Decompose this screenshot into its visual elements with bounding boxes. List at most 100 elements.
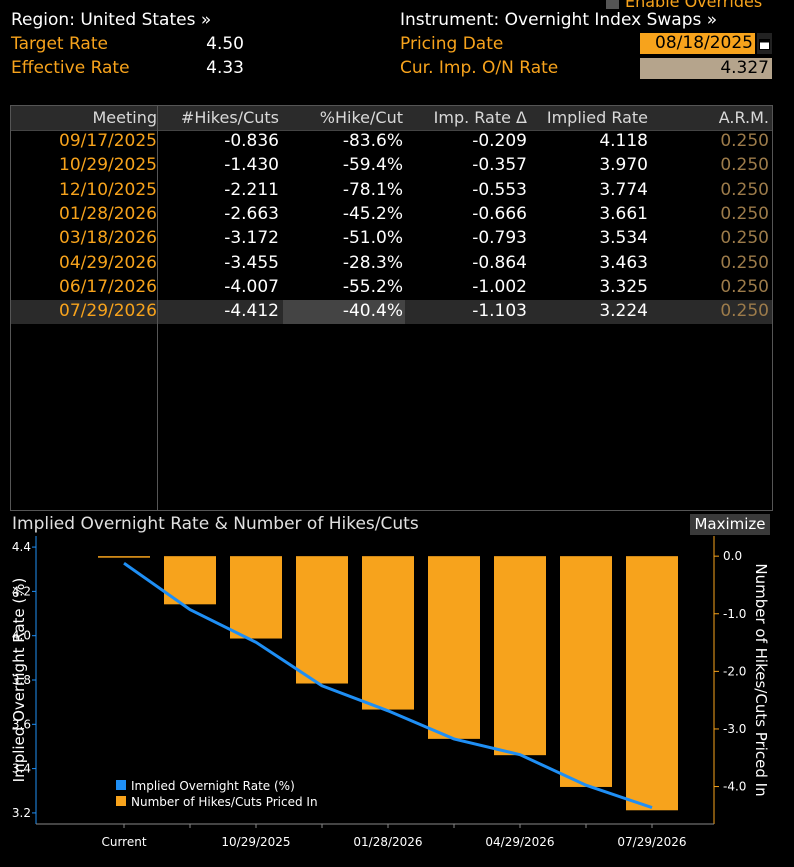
cell-implied-rate: 3.661 [599, 203, 648, 224]
table-header: Meeting #Hikes/Cuts %Hike/Cut Imp. Rate … [11, 106, 772, 131]
effective-rate-value: 4.33 [206, 58, 244, 78]
cell-hikes-cuts: -0.836 [224, 131, 279, 151]
checkbox-icon[interactable] [606, 0, 619, 9]
cell-pct-hike-cut: -59.4% [342, 155, 403, 176]
cell-arm: 0.250 [720, 155, 769, 176]
legend-box [110, 776, 326, 814]
hikes-cuts-bar [230, 556, 282, 639]
cell-pct-hike-cut: -78.1% [342, 179, 403, 200]
cell-hikes-cuts: -4.412 [224, 301, 279, 322]
cell-pct-hike-cut: -40.4% [342, 301, 403, 322]
x-tick-label: 04/29/2026 [485, 835, 554, 849]
cell-implied-rate: 3.463 [599, 252, 648, 273]
left-tick-label: 4.2 [12, 584, 31, 598]
right-tick-label: -3.0 [723, 722, 746, 736]
cell-pct-hike-cut: -28.3% [342, 252, 403, 273]
cell-implied-rate: 3.224 [599, 301, 648, 322]
column-divider [157, 106, 158, 510]
selected-cell-highlight [283, 300, 405, 325]
x-tick-label: 10/29/2025 [221, 835, 290, 849]
pricing-date-label: Pricing Date [400, 34, 504, 54]
table-row[interactable]: 03/18/2026 -3.172 -51.0% -0.793 3.534 0.250 [11, 227, 772, 251]
legend-label-hikes: Number of Hikes/Cuts Priced In [131, 795, 318, 809]
pricing-date-input[interactable]: 08/18/2025 [640, 33, 755, 54]
cell-imp-rate-delta: -0.553 [472, 179, 527, 200]
cell-imp-rate-delta: -1.002 [472, 276, 527, 297]
cell-pct-hike-cut: -45.2% [342, 203, 403, 224]
right-axis-title: Number of Hikes/Cuts Priced In [752, 563, 770, 796]
cell-arm: 0.250 [720, 301, 769, 322]
cell-implied-rate: 4.118 [599, 131, 648, 151]
right-tick-label: -2.0 [723, 664, 746, 678]
right-tick-label: -4.0 [723, 780, 746, 794]
column-header-imp-rate-delta[interactable]: Imp. Rate Δ [433, 108, 527, 127]
meetings-table: Meeting #Hikes/Cuts %Hike/Cut Imp. Rate … [10, 105, 773, 511]
table-row[interactable]: 01/28/2026 -2.663 -45.2% -0.666 3.661 0.250 [11, 203, 772, 227]
cell-arm: 0.250 [720, 252, 769, 273]
chart-title: Implied Overnight Rate & Number of Hikes… [12, 514, 419, 534]
cell-meeting: 01/28/2026 [59, 203, 157, 224]
cell-implied-rate: 3.970 [599, 155, 648, 176]
table-row[interactable]: 10/29/2025 -1.430 -59.4% -0.357 3.970 0.250 [11, 154, 772, 178]
cell-implied-rate: 3.325 [599, 276, 648, 297]
cur-imp-rate-label: Cur. Imp. O/N Rate [400, 58, 559, 78]
cell-arm: 0.250 [720, 179, 769, 200]
effective-rate-label: Effective Rate [11, 58, 130, 78]
left-tick-label: 3.8 [12, 673, 31, 687]
left-tick-label: 3.4 [12, 762, 31, 776]
enable-overrides-checkbox[interactable]: Enable Overrides [606, 0, 762, 11]
legend-label-rate: Implied Overnight Rate (%) [131, 779, 295, 793]
left-axis-title: Implied Overnight Rate (%) [10, 578, 28, 783]
instrument-selector[interactable]: Instrument: Overnight Index Swaps » [400, 10, 718, 30]
table-row[interactable]: 09/17/2025 -0.836 -83.6% -0.209 4.118 0.250 [11, 130, 772, 154]
calendar-icon[interactable] [757, 33, 772, 54]
hikes-cuts-bar [626, 556, 678, 811]
cell-hikes-cuts: -2.663 [224, 203, 279, 224]
x-tick-label: Current [101, 835, 146, 849]
cell-imp-rate-delta: -0.666 [472, 203, 527, 224]
table-row[interactable]: 06/17/2026 -4.007 -55.2% -1.002 3.325 0.250 [11, 276, 772, 300]
cur-imp-rate-field[interactable]: 4.327 [640, 58, 772, 79]
cell-arm: 0.250 [720, 228, 769, 249]
enable-overrides-label: Enable Overrides [625, 0, 763, 11]
hikes-cuts-bar [428, 556, 480, 739]
x-tick-label: 01/28/2026 [353, 835, 422, 849]
implied-rate-line [123, 561, 653, 810]
cell-hikes-cuts: -3.172 [224, 228, 279, 249]
column-header-pct-hike-cut[interactable]: %Hike/Cut [319, 108, 403, 127]
region-selector[interactable]: Region: United States » [11, 10, 212, 30]
column-header-implied-rate[interactable]: Implied Rate [546, 108, 648, 127]
rate-chart[interactable]: 3.2 3.4 3.6 3.8 4.0 4.2 4.4 0.0 -1.0 -2.0 -3.0 -4.0… [0, 536, 794, 867]
left-tick-label: 3.2 [12, 806, 31, 820]
maximize-button[interactable]: Maximize [690, 514, 770, 535]
cell-imp-rate-delta: -0.864 [472, 252, 527, 273]
cell-imp-rate-delta: -0.357 [472, 155, 527, 176]
hikes-cuts-bar [296, 556, 348, 684]
cell-hikes-cuts: -3.455 [224, 252, 279, 273]
cell-imp-rate-delta: -0.209 [472, 131, 527, 151]
cell-hikes-cuts: -4.007 [224, 276, 279, 297]
cell-implied-rate: 3.774 [599, 179, 648, 200]
x-tick-label: 07/29/2026 [617, 835, 686, 849]
cell-meeting: 09/17/2025 [59, 131, 157, 151]
column-header-meeting[interactable]: Meeting [92, 108, 157, 127]
table-row[interactable]: 12/10/2025 -2.211 -78.1% -0.553 3.774 0.250 [11, 179, 772, 203]
cell-arm: 0.250 [720, 276, 769, 297]
cell-meeting: 04/29/2026 [59, 252, 157, 273]
cell-pct-hike-cut: -83.6% [342, 131, 403, 151]
hikes-cuts-bar [560, 556, 612, 787]
table-row[interactable]: 04/29/2026 -3.455 -28.3% -0.864 3.463 0.250 [11, 252, 772, 276]
table-row[interactable]: 07/29/2026 -4.412 -40.4% -1.103 3.224 0.250 [11, 300, 772, 325]
left-tick-label: 4.4 [12, 540, 31, 554]
cell-imp-rate-delta: -0.793 [472, 228, 527, 249]
cell-arm: 0.250 [720, 203, 769, 224]
cell-implied-rate: 3.534 [599, 228, 648, 249]
column-header-arm[interactable]: A.R.M. [718, 108, 769, 127]
cell-imp-rate-delta: -1.103 [472, 301, 527, 322]
left-tick-label: 4.0 [12, 629, 31, 643]
cell-meeting: 07/29/2026 [59, 301, 157, 322]
legend-swatch-rate [116, 780, 126, 790]
cell-hikes-cuts: -2.211 [224, 179, 279, 200]
right-tick-label: -1.0 [723, 607, 746, 621]
column-header-hikes-cuts[interactable]: #Hikes/Cuts [180, 108, 279, 127]
